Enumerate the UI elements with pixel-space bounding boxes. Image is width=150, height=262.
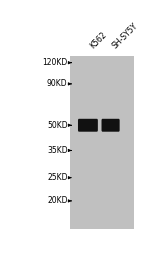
Text: 20KD: 20KD: [47, 196, 68, 205]
Text: SH-SY5Y: SH-SY5Y: [111, 21, 140, 51]
Text: 90KD: 90KD: [47, 79, 68, 88]
Bar: [70, 56, 134, 229]
FancyBboxPatch shape: [102, 119, 120, 132]
Text: 25KD: 25KD: [47, 173, 68, 182]
Text: 35KD: 35KD: [47, 146, 68, 155]
Text: 120KD: 120KD: [42, 58, 68, 67]
FancyBboxPatch shape: [78, 119, 98, 132]
Text: K562: K562: [88, 30, 108, 51]
Text: 50KD: 50KD: [47, 121, 68, 130]
